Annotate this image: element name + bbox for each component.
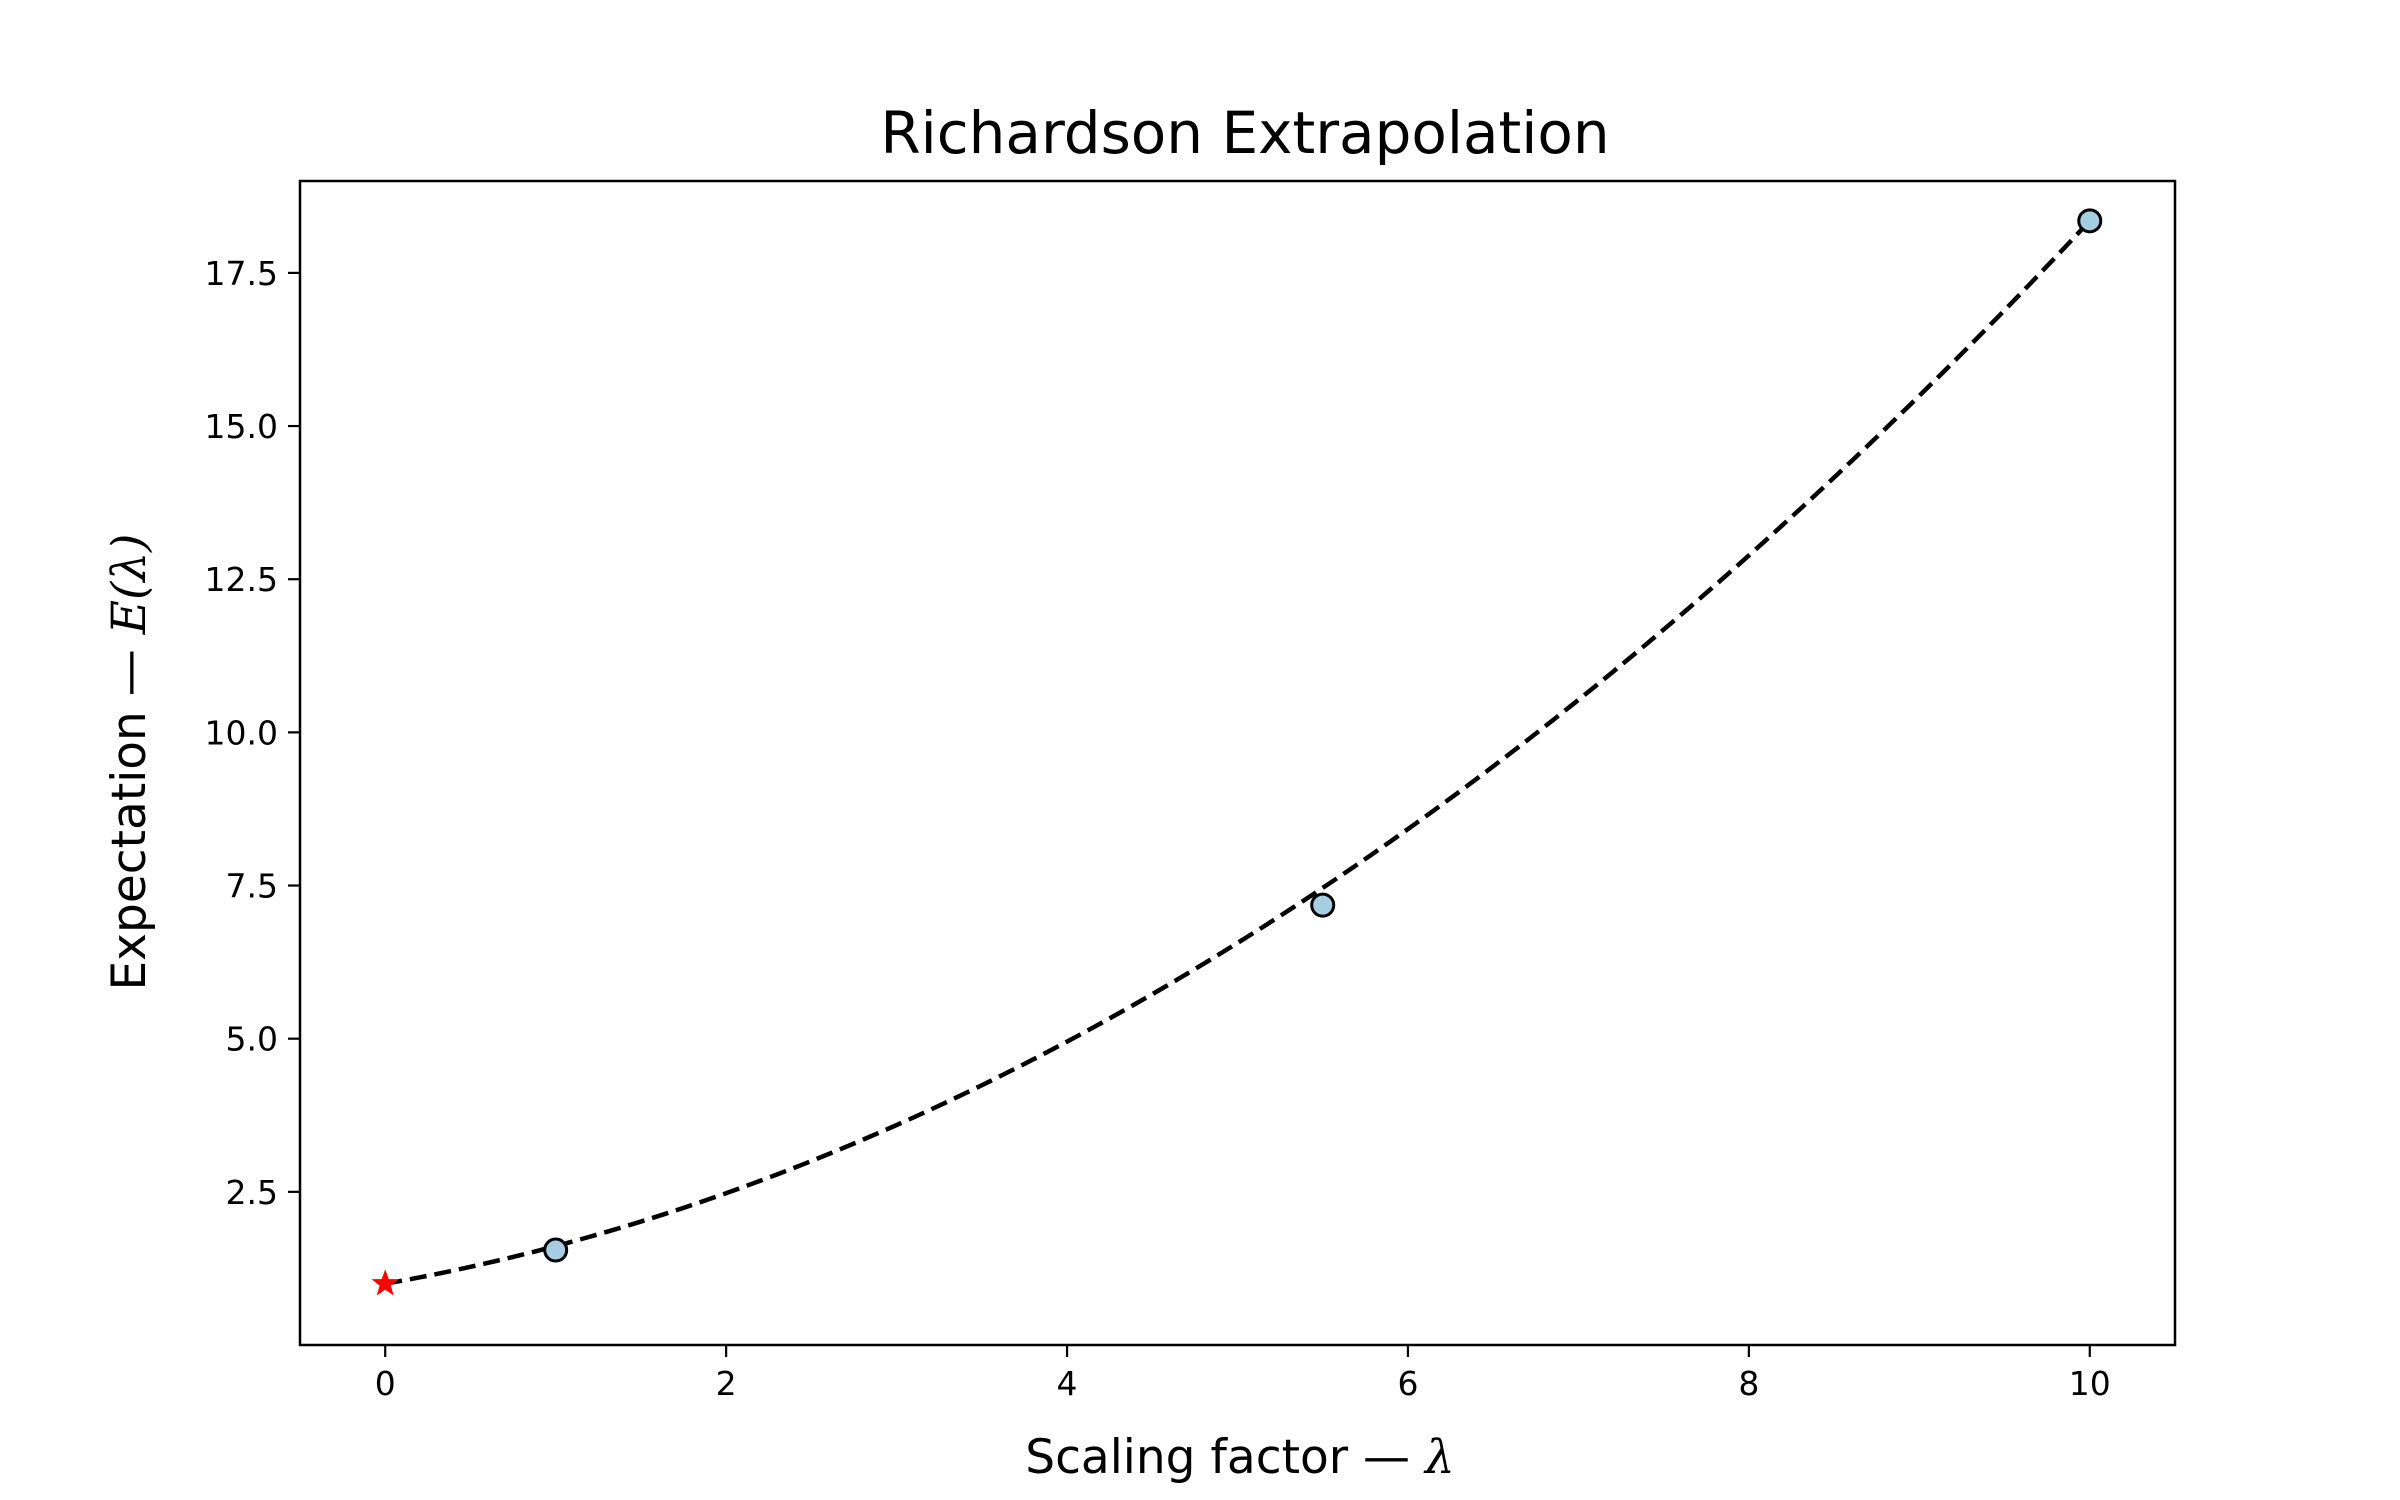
y-axis-ticks: 2.5 5.0 7.5 10.0 12.5 15.0 17.5 bbox=[205, 254, 300, 1212]
fit-curve bbox=[384, 219, 2092, 1286]
data-point bbox=[2077, 208, 2103, 234]
fit-curve-layer bbox=[384, 219, 2092, 1286]
y-tick-label: 7.5 bbox=[226, 867, 278, 906]
extrapolated-point-layer bbox=[371, 1269, 400, 1296]
x-tick-label: 8 bbox=[1738, 1364, 1759, 1403]
data-point bbox=[543, 1237, 569, 1263]
x-tick-label: 0 bbox=[375, 1364, 396, 1403]
y-tick-label: 12.5 bbox=[205, 560, 278, 599]
x-axis-ticks: 0 2 4 6 8 10 bbox=[375, 1345, 2111, 1403]
chart-title: Richardson Extrapolation bbox=[880, 99, 1609, 167]
x-axis-label: Scaling factor — λ bbox=[1025, 1430, 1455, 1485]
x-tick-label: 6 bbox=[1397, 1364, 1418, 1403]
extrapolated-point bbox=[371, 1269, 400, 1296]
data-points-layer bbox=[543, 208, 2103, 1263]
y-tick-label: 15.0 bbox=[205, 407, 278, 446]
y-tick-label: 10.0 bbox=[205, 713, 278, 752]
data-point bbox=[1310, 892, 1336, 918]
y-tick-label: 2.5 bbox=[226, 1173, 278, 1212]
x-axis-label-text: Scaling factor — bbox=[1025, 1430, 1425, 1485]
x-tick-label: 10 bbox=[2069, 1364, 2111, 1403]
x-tick-label: 2 bbox=[716, 1364, 737, 1403]
x-tick-label: 4 bbox=[1057, 1364, 1078, 1403]
y-axis-label: Expectation — E(λ) bbox=[102, 533, 157, 990]
plot-frame bbox=[298, 179, 2177, 1347]
y-axis-label-text: Expectation — bbox=[102, 634, 157, 990]
y-tick-label: 17.5 bbox=[205, 254, 278, 293]
x-axis-label-symbol: λ bbox=[1423, 1430, 1455, 1485]
y-axis-label-symbol: E(λ) bbox=[102, 533, 157, 635]
y-tick-label: 5.0 bbox=[226, 1020, 278, 1059]
